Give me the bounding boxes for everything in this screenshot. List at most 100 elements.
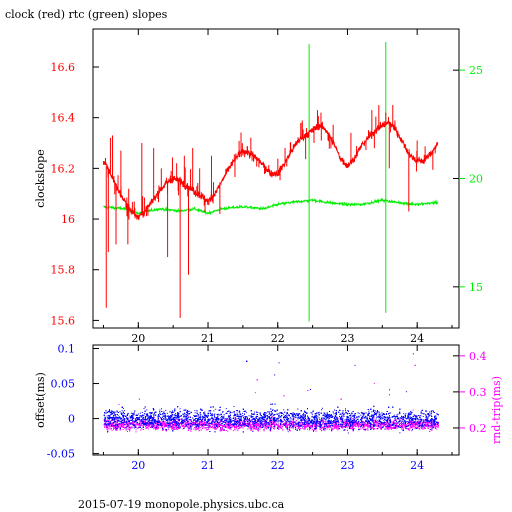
rnd-trip-point bbox=[428, 425, 430, 427]
rnd-trip-point bbox=[154, 426, 156, 428]
rnd-trip-point bbox=[431, 420, 433, 422]
rnd-trip-point bbox=[225, 423, 227, 425]
rnd-trip-point bbox=[217, 423, 219, 425]
rnd-trip-point bbox=[265, 423, 267, 425]
y-tick-label: 15.6 bbox=[51, 314, 76, 327]
rnd-trip-point bbox=[117, 427, 119, 429]
y-tick-label: 16.2 bbox=[51, 162, 76, 175]
rnd-trip-point bbox=[147, 425, 149, 427]
rnd-trip-point bbox=[239, 423, 241, 425]
rnd-trip-point bbox=[334, 421, 336, 423]
rnd-trip-point bbox=[176, 426, 178, 428]
rnd-trip-point bbox=[276, 424, 278, 426]
rnd-trip-point bbox=[245, 420, 247, 422]
rnd-trip-point bbox=[127, 423, 129, 425]
rnd-trip-point bbox=[162, 425, 164, 427]
rnd-trip-point bbox=[414, 423, 415, 425]
clock-series-line bbox=[103, 120, 439, 220]
rnd-trip-point bbox=[381, 427, 383, 429]
rnd-trip-point bbox=[238, 428, 240, 429]
rnd-trip-point bbox=[178, 420, 180, 422]
rnd-trip-point bbox=[156, 424, 158, 426]
rnd-trip-point bbox=[393, 425, 395, 427]
rnd-trip-point bbox=[429, 431, 431, 432]
rnd-trip-point bbox=[289, 422, 291, 423]
rnd-trip-point bbox=[373, 419, 375, 421]
rnd-trip-point bbox=[327, 427, 329, 429]
rnd-trip-point bbox=[333, 420, 335, 422]
rnd-trip-point bbox=[384, 425, 386, 427]
rnd-trip-point bbox=[376, 420, 378, 422]
rnd-trip-point bbox=[412, 353, 414, 355]
rnd-trip-point bbox=[303, 422, 305, 424]
rnd-trip-point bbox=[380, 426, 382, 428]
rnd-trip-point bbox=[322, 427, 324, 429]
rnd-trip-point bbox=[282, 423, 284, 425]
rnd-trip-point bbox=[188, 421, 190, 423]
rnd-trip-point bbox=[155, 427, 157, 429]
rnd-trip-point bbox=[191, 426, 193, 427]
rnd-trip-point bbox=[403, 424, 405, 426]
rnd-trip-point bbox=[178, 420, 179, 422]
rnd-trip-point bbox=[402, 426, 404, 428]
rnd-trip-point bbox=[410, 430, 412, 432]
rnd-trip-point bbox=[295, 425, 297, 427]
rnd-trip-point bbox=[262, 426, 264, 428]
rnd-trip-point bbox=[243, 426, 245, 427]
rnd-trip-point bbox=[251, 426, 253, 427]
rnd-trip-point bbox=[183, 427, 185, 429]
rnd-trip-point bbox=[135, 431, 137, 433]
rnd-trip-point bbox=[376, 424, 378, 426]
rnd-trip-point bbox=[209, 424, 211, 426]
rnd-trip-point bbox=[297, 425, 299, 427]
rnd-trip-point bbox=[371, 427, 373, 429]
rnd-trip-point bbox=[167, 428, 169, 430]
rnd-trip-point bbox=[232, 430, 234, 432]
rnd-trip-point bbox=[234, 429, 236, 431]
y2-tick-label: 0.4 bbox=[469, 350, 487, 363]
rnd-trip-point bbox=[320, 426, 322, 427]
rnd-trip-point bbox=[141, 428, 143, 430]
rnd-trip-point bbox=[412, 426, 414, 428]
rnd-trip-point bbox=[278, 426, 280, 428]
rnd-trip-point bbox=[363, 429, 365, 430]
rnd-trip-point bbox=[363, 421, 364, 423]
rnd-trip-point bbox=[433, 426, 435, 427]
rnd-trip-point bbox=[295, 420, 297, 422]
rnd-trip-point bbox=[396, 422, 398, 424]
rnd-trip-point bbox=[116, 421, 118, 422]
rnd-trip-point bbox=[424, 427, 426, 429]
rnd-trip-point bbox=[171, 428, 173, 430]
rnd-trip-point bbox=[436, 428, 438, 430]
y2-tick-label: 25 bbox=[469, 64, 483, 77]
rnd-trip-point bbox=[104, 425, 106, 427]
rnd-trip-point bbox=[212, 425, 213, 427]
rnd-trip-point bbox=[420, 420, 422, 422]
rnd-trip-point bbox=[241, 424, 242, 426]
rnd-trip-point bbox=[187, 425, 189, 427]
rnd-trip-point bbox=[237, 429, 239, 431]
rnd-trip-point bbox=[252, 427, 254, 429]
y2-tick-label: 0.3 bbox=[469, 386, 487, 399]
rnd-trip-point bbox=[224, 421, 226, 423]
rnd-trip-point bbox=[136, 423, 138, 425]
rnd-trip-point bbox=[269, 421, 271, 423]
rnd-trip-point bbox=[318, 424, 320, 426]
rnd-trip-point bbox=[113, 428, 115, 430]
rnd-trip-point bbox=[378, 422, 380, 424]
y2-tick-label: 20 bbox=[469, 173, 483, 186]
rnd-trip-point bbox=[238, 425, 240, 426]
rnd-trip-point bbox=[128, 426, 130, 428]
rnd-trip-point bbox=[125, 424, 127, 426]
rnd-trip-point bbox=[127, 428, 129, 430]
rnd-trip-point bbox=[304, 426, 306, 428]
rnd-trip-point bbox=[225, 418, 227, 420]
rnd-trip-point bbox=[337, 427, 339, 429]
rnd-trip-point bbox=[228, 424, 230, 426]
rnd-trip-point bbox=[355, 423, 357, 425]
rnd-trip-point bbox=[221, 427, 223, 429]
rnd-trip-point bbox=[127, 430, 128, 432]
rnd-trip-point bbox=[202, 426, 204, 428]
rnd-trip-point bbox=[169, 425, 171, 427]
rnd-trip-point bbox=[156, 423, 158, 424]
